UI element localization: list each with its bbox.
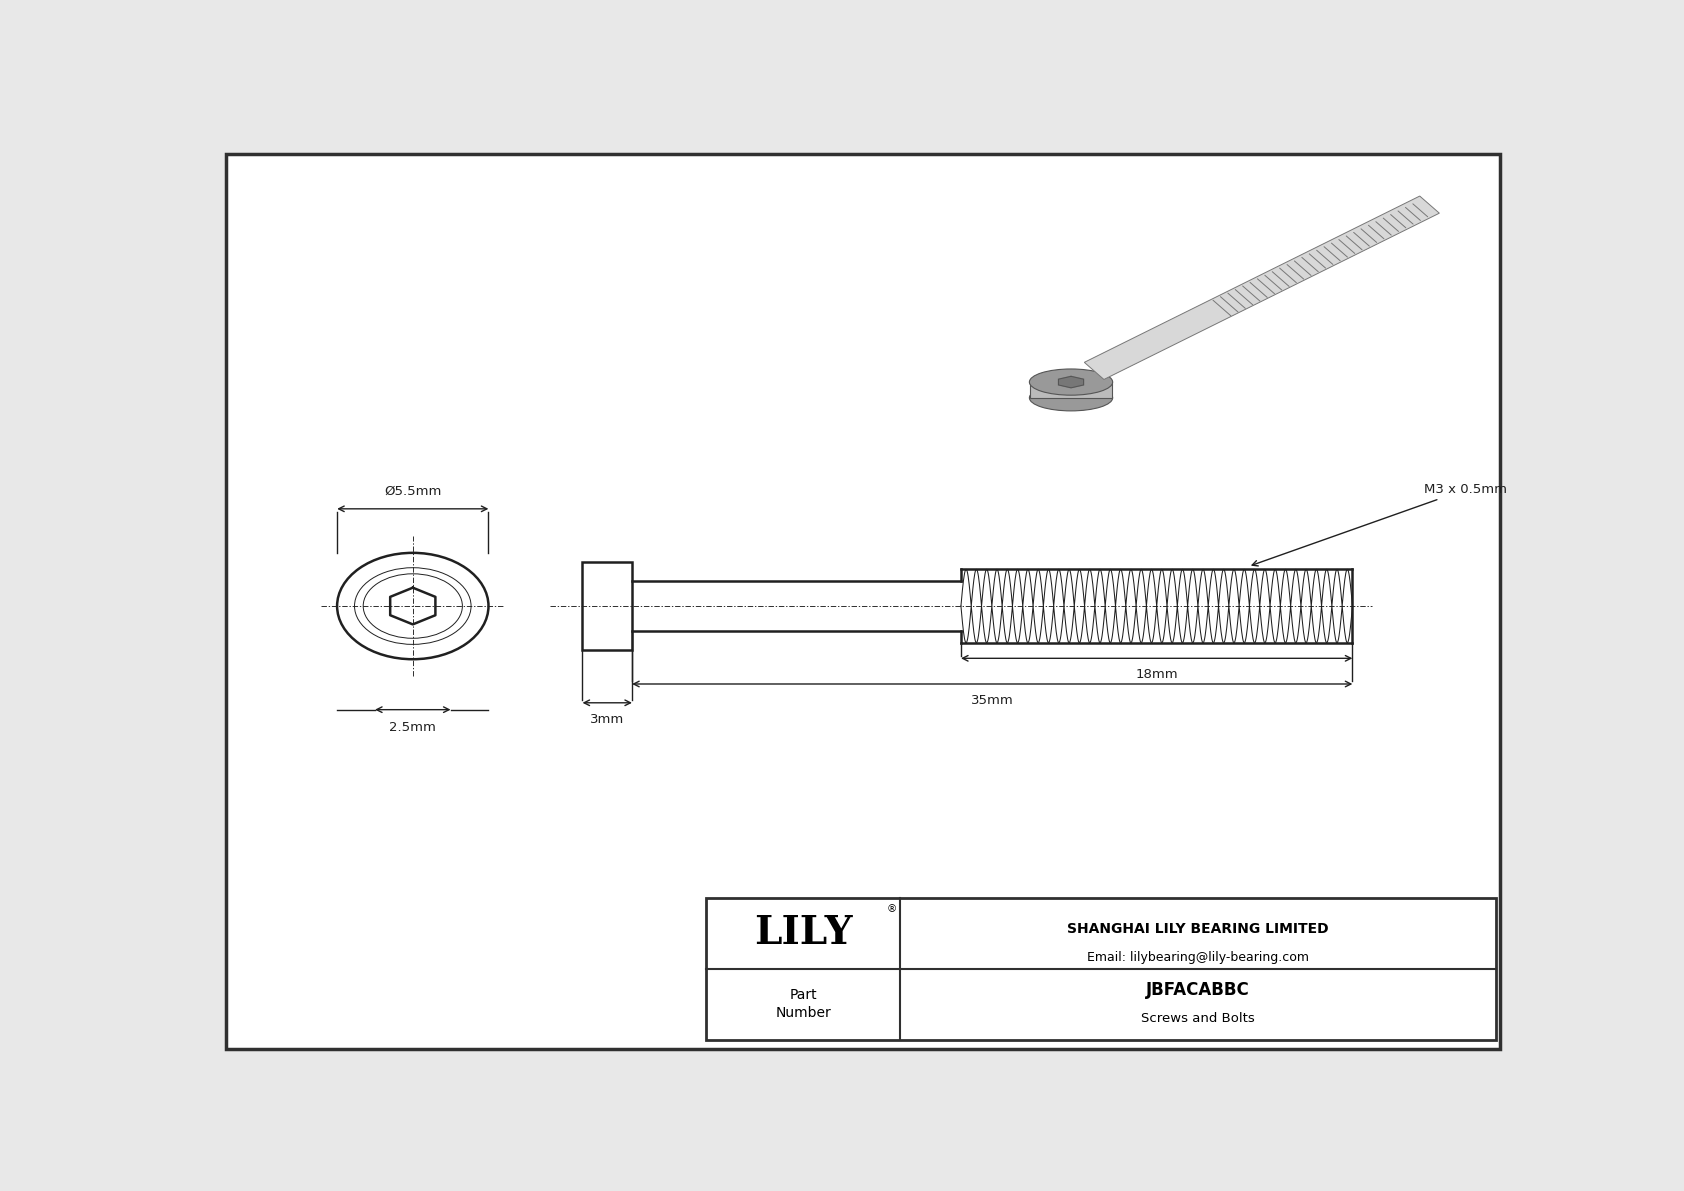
Bar <box>583 562 632 649</box>
Text: Email: lilybearing@lily-bearing.com: Email: lilybearing@lily-bearing.com <box>1086 950 1308 964</box>
Text: M3 x 0.5mm: M3 x 0.5mm <box>1253 484 1507 566</box>
Text: 3mm: 3mm <box>589 713 625 725</box>
Text: SHANGHAI LILY BEARING LIMITED: SHANGHAI LILY BEARING LIMITED <box>1068 922 1329 936</box>
Polygon shape <box>1029 382 1113 398</box>
Text: 18mm: 18mm <box>1135 668 1179 681</box>
Text: 2.5mm: 2.5mm <box>389 721 436 734</box>
Ellipse shape <box>1029 369 1113 395</box>
Text: Part
Number: Part Number <box>775 989 830 1021</box>
Text: 35mm: 35mm <box>972 694 1014 707</box>
Text: Ø5.5mm: Ø5.5mm <box>384 485 441 498</box>
Text: ®: ® <box>887 904 898 913</box>
Ellipse shape <box>1029 385 1113 411</box>
Text: Screws and Bolts: Screws and Bolts <box>1142 1012 1255 1025</box>
Text: LILY: LILY <box>754 915 852 953</box>
Polygon shape <box>1084 197 1440 380</box>
Polygon shape <box>1059 376 1083 388</box>
Bar <box>707 898 1495 1040</box>
Text: JBFACABBC: JBFACABBC <box>1147 981 1250 999</box>
